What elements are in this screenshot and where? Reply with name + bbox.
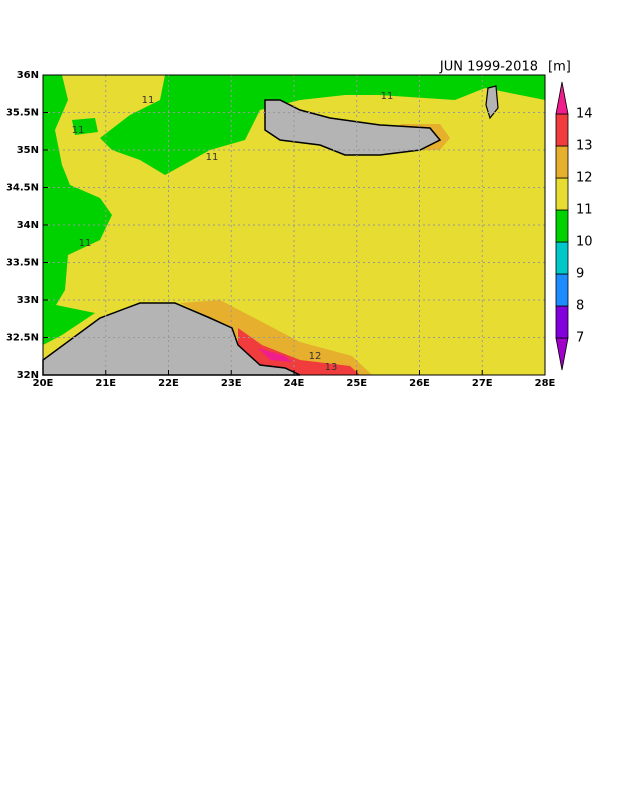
region-10-11: [43, 75, 112, 345]
y-tick-label: 36N: [17, 70, 39, 81]
map-title: JUN 1999-2018: [439, 60, 538, 75]
x-tick-label: 27E: [472, 378, 493, 389]
colorbar-label: 13: [576, 139, 593, 154]
contour-label: 11: [142, 95, 155, 106]
region-13-14: [238, 328, 360, 375]
colorbar-segment: [555, 305, 569, 339]
y-tick-label: 34.5N: [6, 183, 39, 194]
x-tick-label: 22E: [158, 378, 179, 389]
contour-label: 11: [72, 125, 85, 136]
colorbar-segment: [555, 177, 569, 211]
y-tick-label: 34N: [17, 220, 39, 231]
y-tick-label: 33N: [17, 295, 39, 306]
colorbar-label: 10: [576, 235, 593, 250]
y-tick-label: 32N: [17, 370, 39, 381]
colorbar-segment: [555, 241, 569, 275]
region-above-14: [258, 348, 292, 362]
colorbar-upper-arrow: [555, 81, 569, 115]
region-10-11: [72, 118, 98, 135]
colorbar-segment: [555, 273, 569, 307]
colorbar-label: 14: [576, 107, 593, 122]
contour-label: 11: [206, 152, 219, 163]
x-tick-label: 26E: [409, 378, 430, 389]
x-tick-label: 20E: [33, 378, 54, 389]
colorbar-label: 8: [576, 299, 584, 314]
y-tick-label: 32.5N: [6, 333, 39, 344]
colorbar: 7 8 9 10 11 12 13 14: [555, 81, 593, 371]
colorbar-label: 11: [576, 203, 593, 218]
contour-label: 13: [325, 362, 338, 373]
land: [42, 302, 301, 376]
x-tick-label: 28E: [535, 378, 556, 389]
plot-frame: [42, 74, 546, 376]
colorbar-label: 12: [576, 171, 593, 186]
unit-label: [m]: [548, 60, 571, 75]
colorbar-label: 9: [576, 267, 584, 282]
y-tick-label: 35.5N: [6, 108, 39, 119]
land: [264, 99, 442, 156]
region-10-11: [100, 75, 545, 175]
colorbar-segment: [555, 113, 569, 147]
y-tick-label: 35N: [17, 145, 39, 156]
colorbar-lower-arrow: [555, 337, 569, 371]
contour-label: 11: [79, 238, 92, 249]
x-tick-label: 24E: [284, 378, 305, 389]
colorbar-segment: [555, 209, 569, 243]
x-tick-label: 23E: [221, 378, 242, 389]
contour-label: 12: [309, 351, 322, 362]
y-tick-label: 33.5N: [6, 258, 39, 269]
region-12-13: [180, 300, 372, 375]
colorbar-segment: [555, 145, 569, 179]
x-tick-label: 21E: [95, 378, 116, 389]
x-tick-label: 25E: [346, 378, 367, 389]
contour-label: 11: [381, 91, 394, 102]
colorbar-label: 7: [576, 331, 584, 346]
